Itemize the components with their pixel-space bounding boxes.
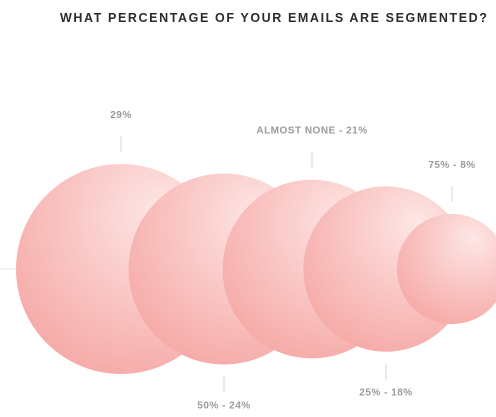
data-label: 29% <box>110 110 132 121</box>
bubble-75 <box>396 213 496 325</box>
data-label: 25% - 18% <box>359 388 412 399</box>
data-label: 50% - 24% <box>197 401 250 412</box>
bubble-layer <box>16 164 496 374</box>
chart-title: WHAT PERCENTAGE OF YOUR EMAILS ARE SEGME… <box>60 11 489 25</box>
label-layer: 29% 50% - 24% ALMOST NONE - 21% 25% - 18% 75… <box>110 110 475 412</box>
data-label: 75% - 8% <box>428 160 475 171</box>
data-label: ALMOST NONE - 21% <box>256 126 367 137</box>
